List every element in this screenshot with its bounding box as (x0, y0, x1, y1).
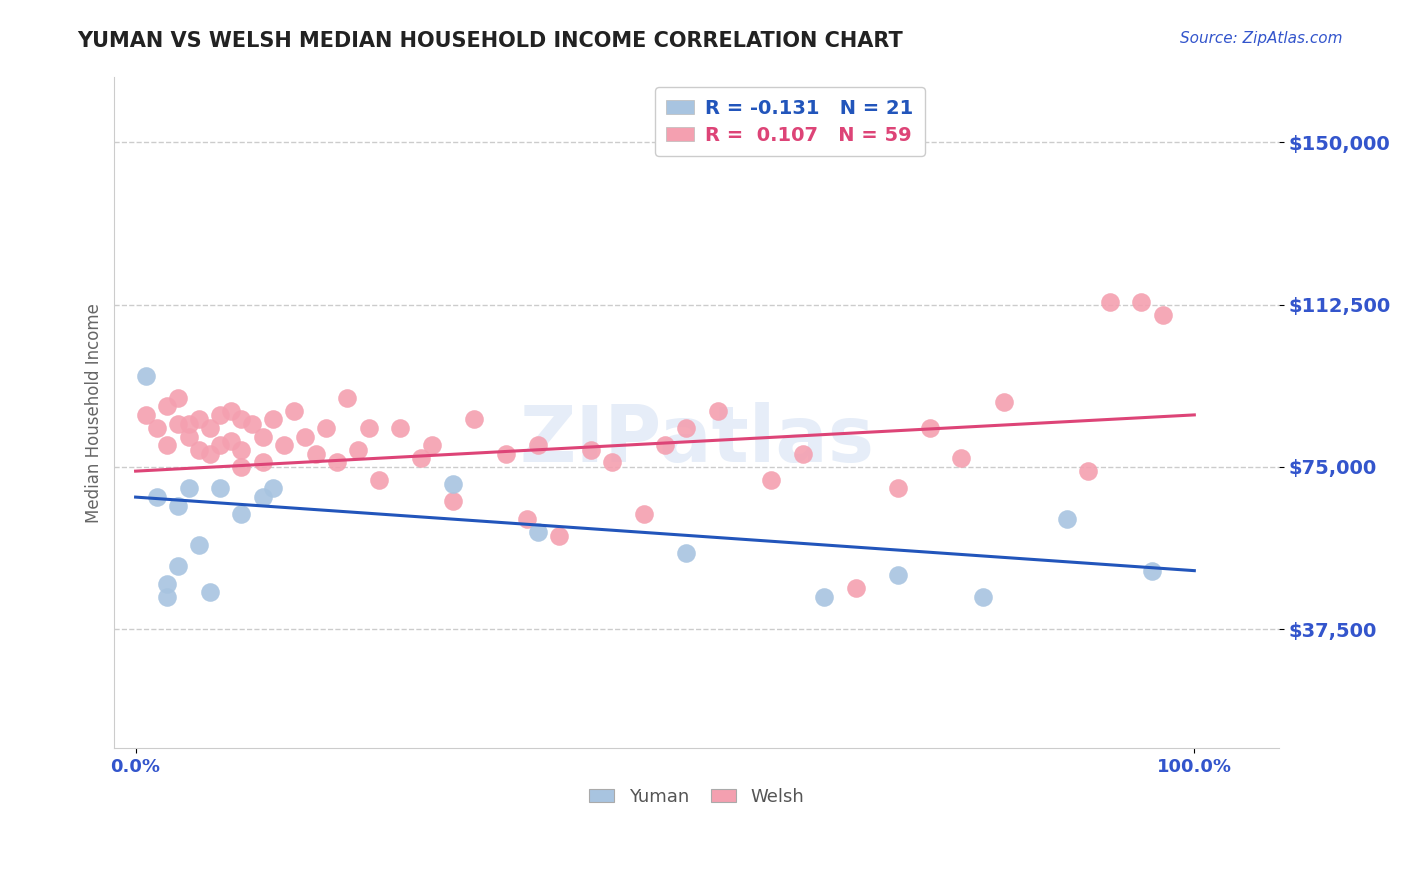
Point (283, 403, 305, 417)
Point (1140, 564, 1163, 578)
Point (273, 438, 295, 452)
Point (177, 482, 200, 496)
Point (887, 482, 910, 496)
Point (1098, 295, 1121, 310)
Point (209, 438, 232, 452)
Point (411, 451, 433, 466)
Point (167, 417, 190, 431)
Point (252, 455, 274, 469)
Point (145, 490, 167, 504)
Point (707, 403, 730, 417)
Point (198, 447, 221, 461)
Point (252, 429, 274, 443)
Point (198, 585, 221, 599)
Point (347, 442, 370, 457)
Point (600, 455, 623, 469)
Point (368, 473, 391, 487)
Point (633, 508, 655, 522)
Point (918, 421, 941, 435)
Point (516, 512, 538, 526)
Y-axis label: Median Household Income: Median Household Income (86, 302, 103, 523)
Point (336, 391, 359, 405)
Point (527, 438, 550, 452)
Point (188, 412, 211, 426)
Point (231, 442, 253, 457)
Point (219, 403, 242, 417)
Text: YUMAN VS WELSH MEDIAN HOUSEHOLD INCOME CORRELATION CHART: YUMAN VS WELSH MEDIAN HOUSEHOLD INCOME C… (77, 31, 903, 51)
Point (675, 421, 697, 435)
Point (135, 408, 157, 422)
Point (156, 399, 179, 413)
Legend: Yuman, Welsh: Yuman, Welsh (582, 780, 811, 813)
Point (231, 412, 253, 426)
Point (231, 508, 253, 522)
Point (972, 590, 994, 604)
Point (177, 417, 200, 431)
Point (156, 438, 179, 452)
Point (1130, 295, 1153, 310)
Point (844, 581, 866, 595)
Point (219, 434, 242, 448)
Point (326, 455, 349, 469)
Point (209, 482, 232, 496)
Point (188, 442, 211, 457)
Point (759, 473, 782, 487)
Point (156, 576, 179, 591)
Point (167, 391, 190, 405)
Point (209, 408, 232, 422)
Text: Source: ZipAtlas.com: Source: ZipAtlas.com (1180, 31, 1343, 46)
Point (654, 438, 676, 452)
Point (548, 529, 571, 543)
Point (262, 412, 284, 426)
Point (145, 421, 167, 435)
Point (252, 490, 274, 504)
Point (188, 538, 211, 552)
Point (675, 546, 697, 560)
Point (813, 590, 835, 604)
Text: ZIPatlas: ZIPatlas (519, 401, 875, 477)
Point (441, 477, 464, 491)
Point (463, 412, 485, 426)
Point (231, 459, 253, 474)
Point (1056, 512, 1078, 526)
Point (156, 590, 179, 604)
Point (357, 421, 380, 435)
Point (198, 421, 221, 435)
Point (792, 447, 814, 461)
Point (167, 559, 190, 574)
Point (304, 447, 326, 461)
Point (262, 482, 284, 496)
Point (315, 421, 337, 435)
Point (441, 494, 464, 508)
Point (240, 417, 263, 431)
Point (167, 499, 190, 513)
Point (527, 524, 550, 539)
Point (177, 429, 200, 443)
Point (389, 421, 412, 435)
Point (993, 395, 1015, 409)
Point (420, 438, 443, 452)
Point (950, 451, 973, 466)
Point (135, 368, 157, 383)
Point (1152, 309, 1174, 323)
Point (887, 568, 910, 582)
Point (579, 442, 602, 457)
Point (495, 447, 517, 461)
Point (1077, 464, 1099, 478)
Point (294, 429, 316, 443)
